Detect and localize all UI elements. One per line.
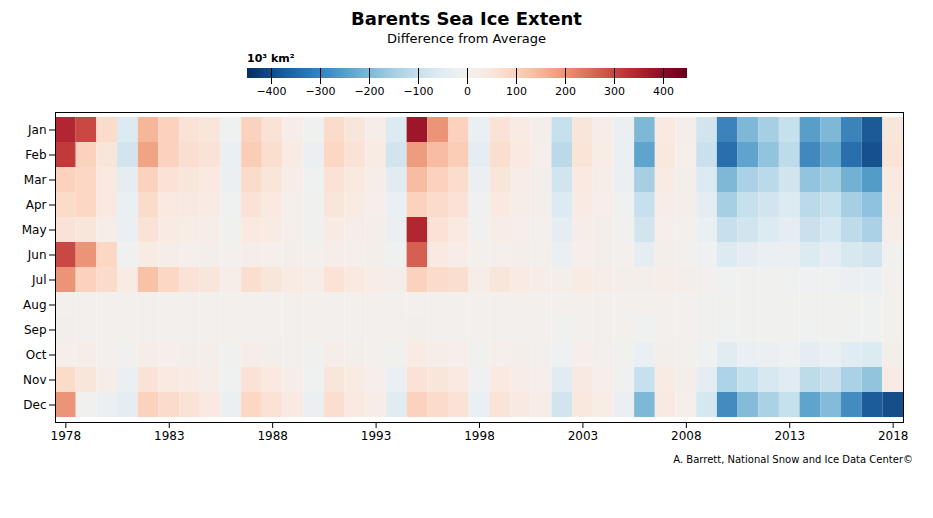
svg-text:Feb: Feb bbox=[25, 148, 46, 162]
svg-text:Jan: Jan bbox=[27, 123, 47, 137]
svg-text:1993: 1993 bbox=[361, 429, 392, 443]
svg-text:1988: 1988 bbox=[257, 429, 288, 443]
svg-text:−100: −100 bbox=[403, 85, 433, 98]
html-text:Difference from Average: Difference from Average bbox=[387, 31, 546, 46]
svg-text:Nov: Nov bbox=[23, 373, 46, 387]
svg-text:Jun: Jun bbox=[27, 248, 47, 262]
svg-text:1983: 1983 bbox=[154, 429, 185, 443]
svg-text:2003: 2003 bbox=[568, 429, 599, 443]
svg-text:Aug: Aug bbox=[23, 298, 46, 312]
svg-text:Dec: Dec bbox=[23, 398, 46, 412]
svg-text:−400: −400 bbox=[256, 85, 286, 98]
html-text:Barents Sea Ice Extent: Barents Sea Ice Extent bbox=[351, 8, 582, 29]
svg-text:300: 300 bbox=[604, 85, 625, 98]
svg-text:100: 100 bbox=[506, 85, 527, 98]
svg-text:−300: −300 bbox=[305, 85, 335, 98]
svg-text:1998: 1998 bbox=[464, 429, 495, 443]
html-text:A. Barrett, National Snow and: A. Barrett, National Snow and Ice Data C… bbox=[673, 454, 913, 465]
svg-text:Apr: Apr bbox=[26, 198, 47, 212]
svg-text:Sep: Sep bbox=[24, 323, 47, 337]
svg-text:2008: 2008 bbox=[671, 429, 702, 443]
svg-text:400: 400 bbox=[653, 85, 674, 98]
svg-text:Jul: Jul bbox=[31, 273, 46, 287]
svg-text:Oct: Oct bbox=[26, 348, 47, 362]
svg-text:2018: 2018 bbox=[878, 429, 909, 443]
svg-text:200: 200 bbox=[555, 85, 576, 98]
svg-text:10³ km²: 10³ km² bbox=[247, 52, 295, 65]
svg-text:May: May bbox=[22, 223, 47, 237]
svg-text:1978: 1978 bbox=[51, 429, 82, 443]
svg-text:2013: 2013 bbox=[774, 429, 805, 443]
svg-text:Mar: Mar bbox=[24, 173, 47, 187]
svg-text:−200: −200 bbox=[354, 85, 384, 98]
svg-text:0: 0 bbox=[464, 85, 471, 98]
